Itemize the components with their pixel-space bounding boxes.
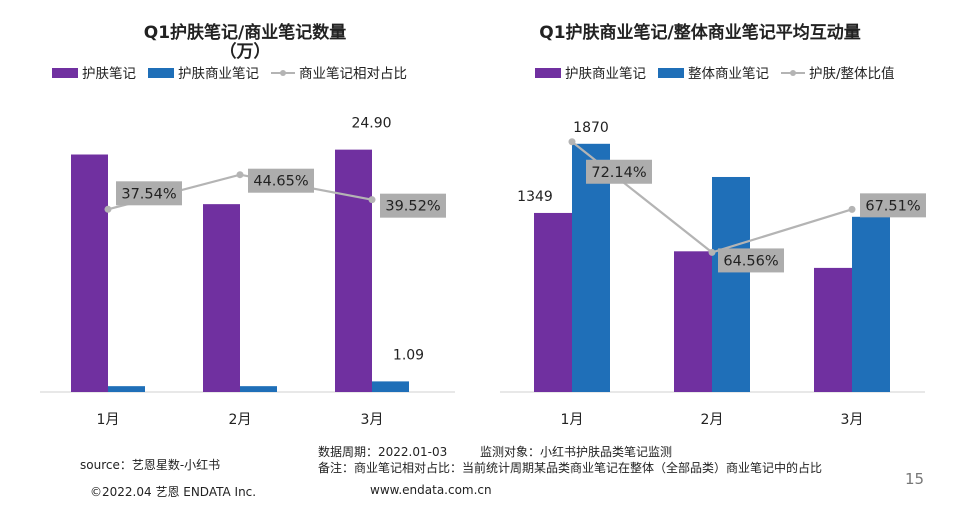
legend-marker-1 xyxy=(280,70,286,76)
ratio-point-2-1 xyxy=(568,138,576,146)
ratio-label-box-1-1 xyxy=(116,181,182,206)
legend-label-2-3: 护肤/整体比值 xyxy=(809,66,895,82)
ratio-point-1-1 xyxy=(104,205,112,213)
ratio-point-1-2 xyxy=(236,171,244,179)
legend-label-1-3: 商业笔记相对占比 xyxy=(299,66,407,82)
ratio-label-2-2: 64.56% xyxy=(723,253,778,269)
x-tick-1-2: 2月 xyxy=(229,412,252,428)
legend-label-1-2: 护肤商业笔记 xyxy=(178,66,259,82)
bar-2-2-1 xyxy=(572,143,610,392)
ratio-label-1-3: 39.52% xyxy=(385,199,440,215)
copyright: ©2022.04 艺恩 ENDATA Inc. xyxy=(90,485,257,499)
bar-value-label-1-2: 1.09 xyxy=(393,347,424,363)
bar-1-1-2 xyxy=(203,204,240,392)
x-tick-1-1: 1月 xyxy=(97,412,120,428)
data-period: 数据周期：2022.01-03 xyxy=(318,445,448,459)
legend-label-1-1: 护肤笔记 xyxy=(82,66,136,82)
bar-2-1-2 xyxy=(674,251,712,392)
ratio-label-box-2-2 xyxy=(718,248,784,273)
bar-value-label-2-2: 1870 xyxy=(573,120,609,136)
chart-2-title: Q1护肤商业笔记/整体商业笔记平均互动量 xyxy=(539,22,861,43)
x-tick-2-2: 2月 xyxy=(701,412,724,428)
ratio-point-1-3 xyxy=(368,196,376,204)
source-note: source：艺恩星数-小红书 xyxy=(80,458,221,472)
legend-swatch-1-2 xyxy=(148,68,174,78)
ratio-label-box-2-1 xyxy=(586,159,652,184)
legend-label-2-1: 护肤商业笔记 xyxy=(565,66,646,82)
bar-1-1-3 xyxy=(335,149,372,392)
bar-2-2-3 xyxy=(852,216,890,392)
x-tick-2-1: 1月 xyxy=(561,412,584,428)
ratio-label-1-2: 44.65% xyxy=(253,174,308,190)
x-tick-2-3: 3月 xyxy=(841,412,864,428)
bar-1-2-3 xyxy=(372,381,409,392)
ratio-label-2-3: 67.51% xyxy=(865,198,920,214)
ratio-label-box-1-3 xyxy=(380,193,446,218)
chart-1-subtitle: （万） xyxy=(220,41,271,62)
legend-swatch-2-1 xyxy=(535,68,561,78)
ratio-label-1-1: 37.54% xyxy=(121,186,176,202)
bar-1-1-1 xyxy=(71,154,108,392)
legend-label-2-2: 整体商业笔记 xyxy=(688,66,769,82)
bar-value-label-1-1: 24.90 xyxy=(351,116,391,132)
bar-2-1-3 xyxy=(814,267,852,392)
ratio-point-2-2 xyxy=(708,248,716,256)
x-tick-1-3: 3月 xyxy=(361,412,384,428)
ratio-point-2-3 xyxy=(848,205,856,213)
website: www.endata.com.cn xyxy=(370,483,492,497)
chart-1-title: Q1护肤笔记/商业笔记数量 xyxy=(144,22,347,43)
bar-1-2-2 xyxy=(240,386,277,392)
legend-marker-2 xyxy=(790,70,796,76)
remark-note: 备注：商业笔记相对占比：当前统计周期某品类商业笔记在整体（全部品类）商业笔记中的… xyxy=(318,461,823,475)
legend-swatch-1-1 xyxy=(52,68,78,78)
ratio-label-box-2-3 xyxy=(860,193,926,218)
bar-2-2-2 xyxy=(712,176,750,392)
ratio-label-box-1-2 xyxy=(248,168,314,193)
ratio-label-2-1: 72.14% xyxy=(591,165,646,181)
monitor-target: 监测对象：小红书护肤品类笔记监测 xyxy=(480,445,673,459)
bar-value-label-2-1: 1349 xyxy=(517,189,553,205)
bar-1-2-1 xyxy=(108,386,145,392)
legend-swatch-2-2 xyxy=(658,68,684,78)
page-number: 15 xyxy=(905,470,925,488)
bar-2-1-1 xyxy=(534,212,572,392)
